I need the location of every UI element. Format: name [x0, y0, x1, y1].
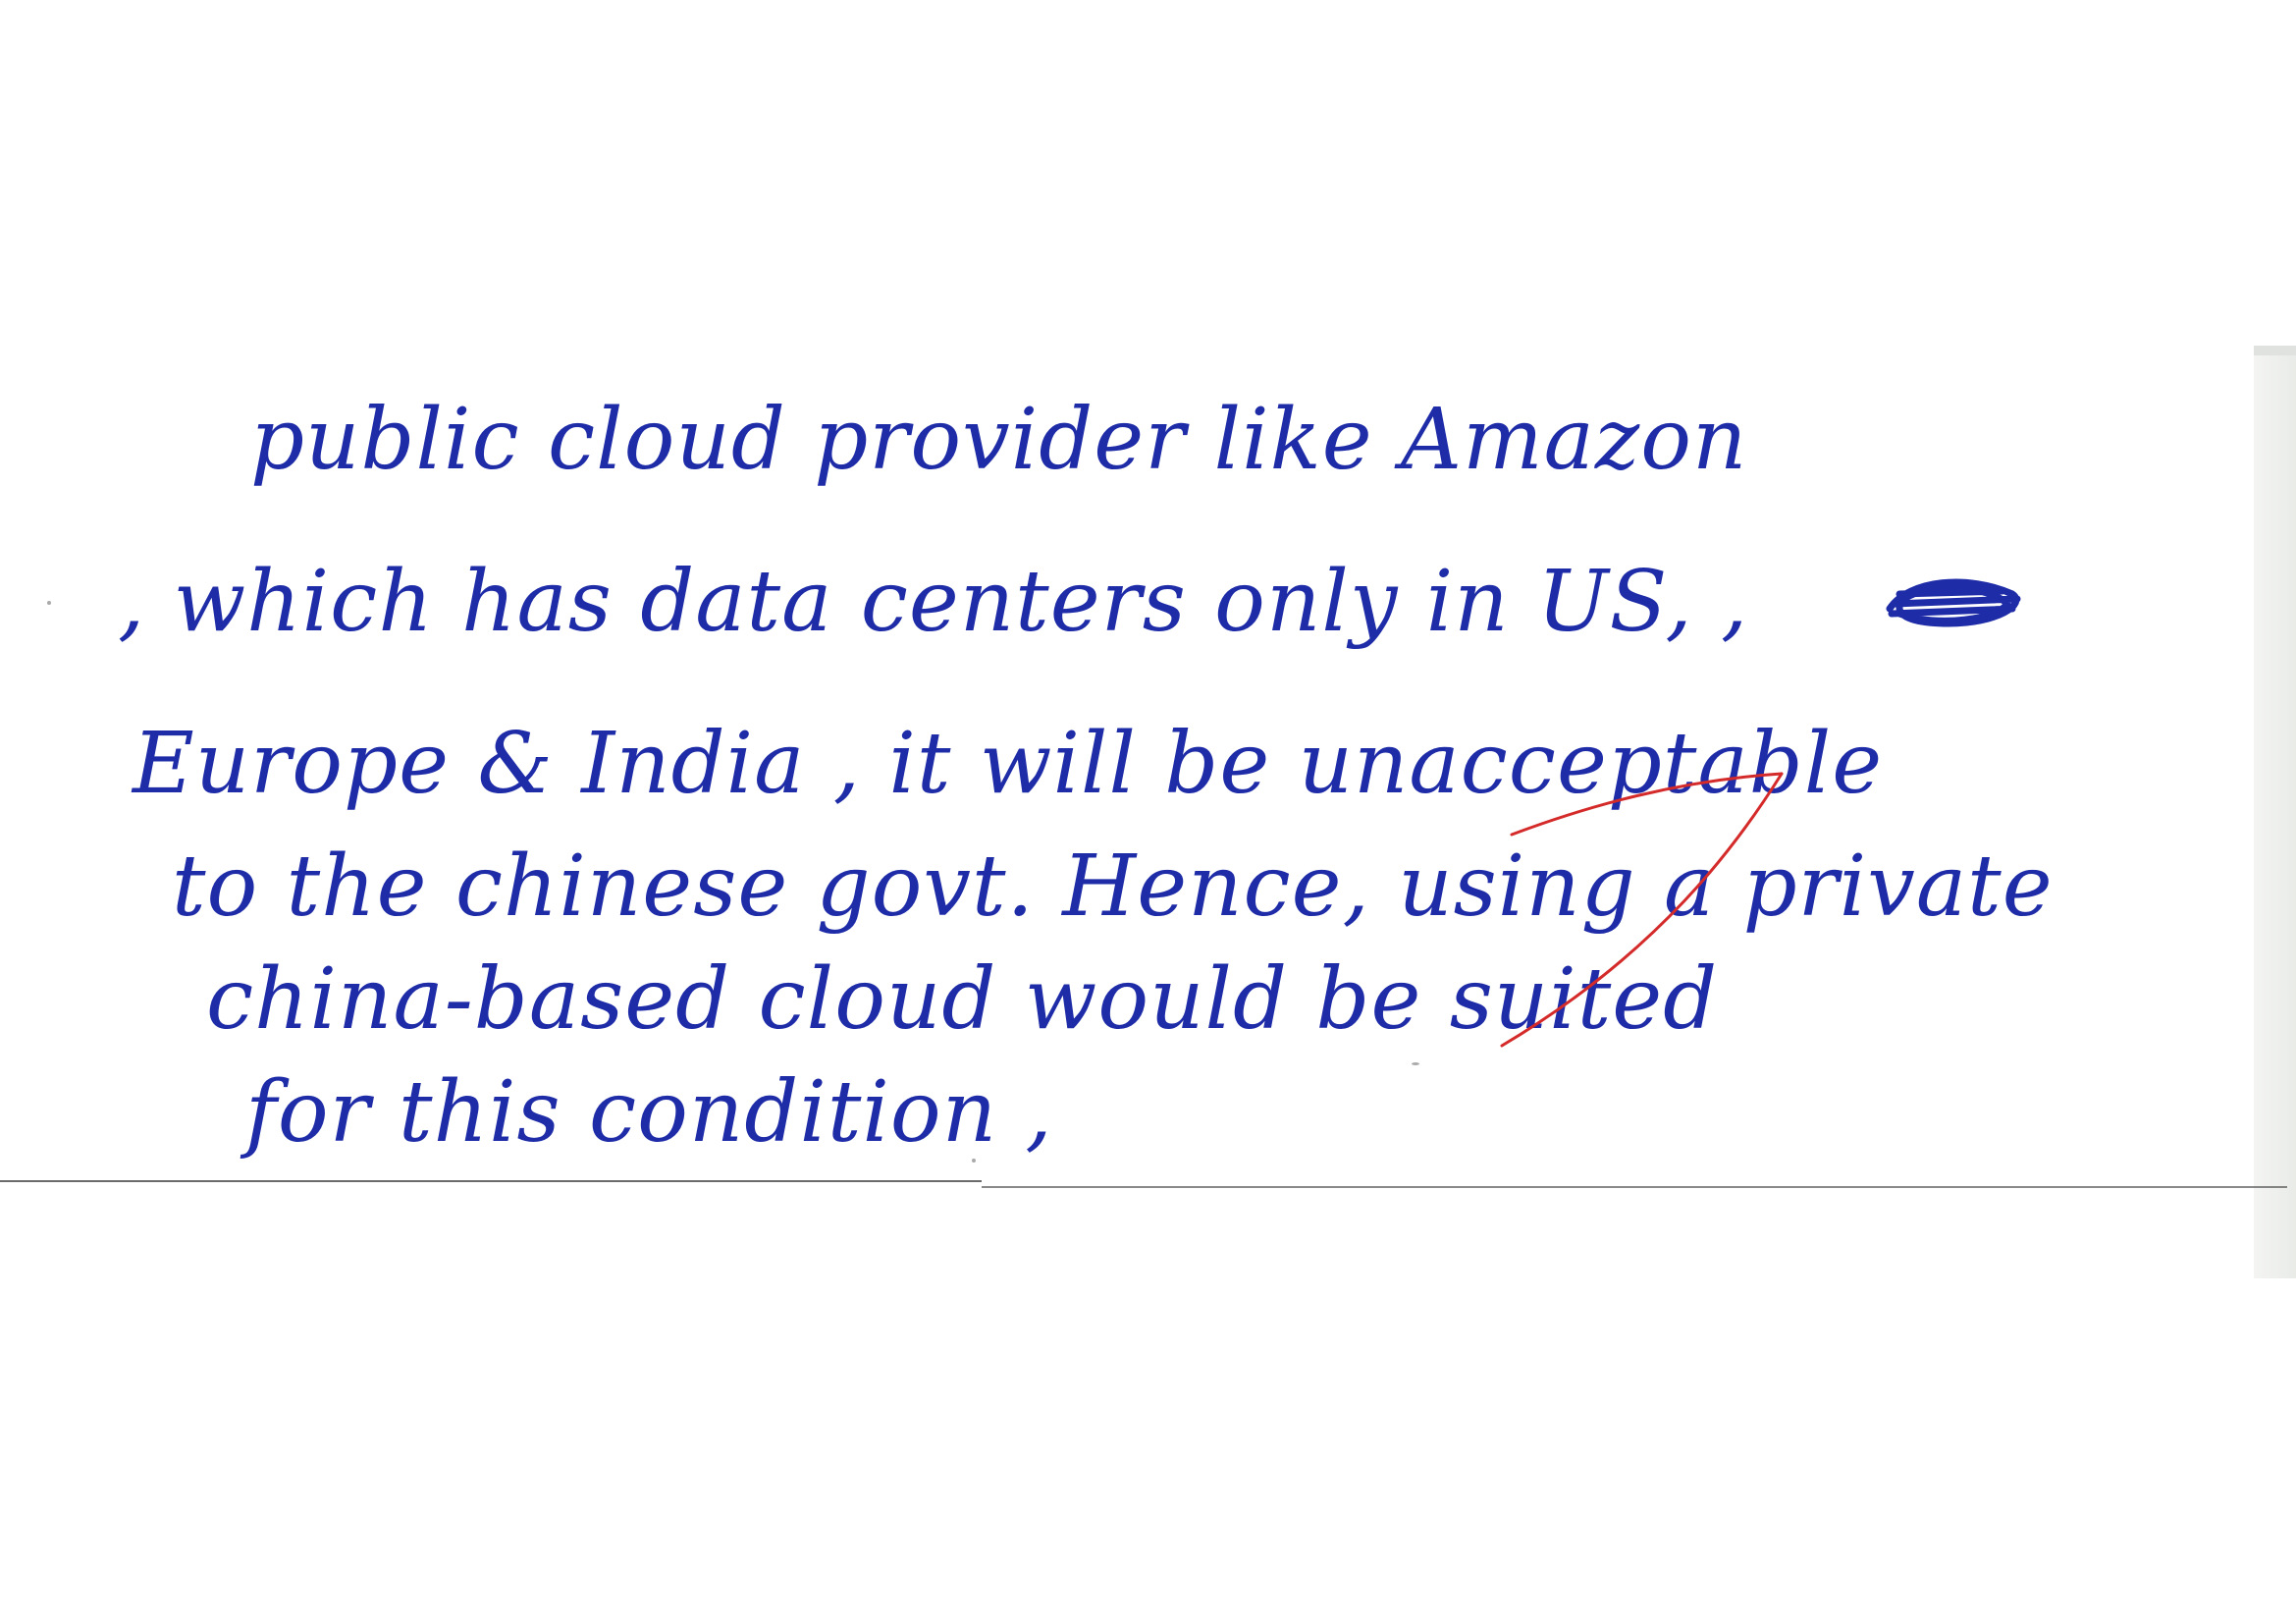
- crossed-out-scribble-icon: [1886, 578, 2021, 627]
- red-correction-mark-icon: [1500, 772, 1784, 1048]
- ink-speck: [47, 601, 51, 605]
- handwritten-line-3: Europe & India , it will be unacceptable: [133, 715, 1884, 813]
- handwritten-line-2: , which has data centers only in US, ,: [118, 553, 1749, 651]
- paper-edge-shadow: [2254, 346, 2296, 355]
- ink-speck: [972, 1159, 976, 1163]
- handwritten-line-1: public cloud provider like Amazon: [250, 391, 1748, 489]
- handwritten-line-4: to the chinese govt. Hence, using a priv…: [172, 838, 2054, 936]
- handwritten-line-5: china-based cloud would be suited: [206, 950, 1719, 1049]
- handwritten-line-6: for this condition ,: [245, 1063, 1053, 1162]
- ink-speck: [1412, 1062, 1419, 1065]
- ruled-line-right: [982, 1186, 2287, 1188]
- paper-edge: [2254, 346, 2296, 1278]
- ruled-line-left: [0, 1180, 982, 1182]
